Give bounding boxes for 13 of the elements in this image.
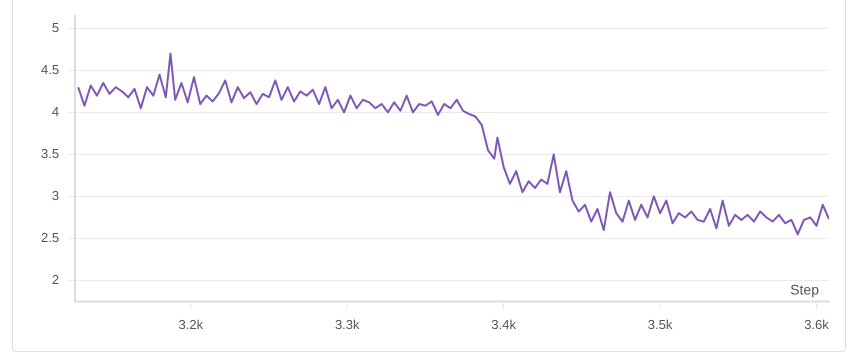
y-tick-label: 5 — [52, 20, 60, 35]
y-tick-label: 4.5 — [40, 62, 60, 77]
y-tick-label: 2 — [52, 272, 60, 287]
y-tick-label: 4 — [52, 104, 60, 119]
x-tick-label: 3.5k — [648, 316, 673, 332]
x-axis-title: Step — [790, 281, 820, 298]
y-tick-label: 2.5 — [40, 230, 60, 245]
y-tick-label: 3 — [52, 188, 60, 203]
x-tick-label: 3.2k — [178, 316, 204, 332]
x-tick-label: 3.3k — [334, 316, 360, 332]
y-tick-label: 3.5 — [40, 146, 60, 161]
x-tick-label: 3.4k — [491, 316, 516, 332]
x-tick-label: 3.6k — [804, 316, 830, 332]
